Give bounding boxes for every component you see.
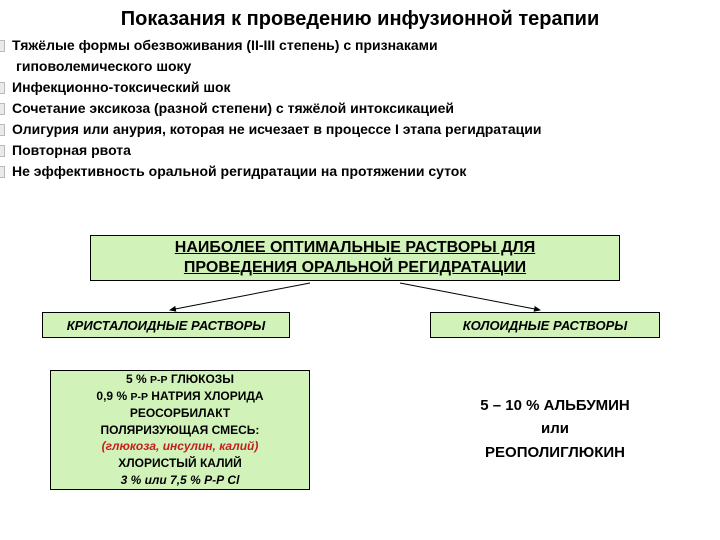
- main-box-line2: ПРОВЕДЕНИЯ ОРАЛЬНОЙ РЕГИДРАТАЦИИ: [184, 258, 526, 278]
- ld-l1: 5 % Р-Р ГЛЮКОЗЫ: [126, 371, 234, 388]
- ld-l3: РЕОСОРБИЛАКТ: [130, 405, 230, 422]
- ld-l7: 3 % или 7,5 % Р-Р Cl: [121, 472, 240, 489]
- ld-l6: ХЛОРИСТЫЙ КАЛИЙ: [118, 455, 242, 472]
- main-box-line1: НАИБОЛЕЕ ОПТИМАЛЬНЫЕ РАСТВОРЫ ДЛЯ: [175, 238, 535, 258]
- indication-item: Тяжёлые формы обезвоживания (II-III степ…: [0, 35, 720, 56]
- slide-title: Показания к проведению инфузионной терап…: [0, 0, 720, 31]
- colloid-category: КОЛОИДНЫЕ РАСТВОРЫ: [430, 312, 660, 338]
- crystalloid-category: КРИСТАЛОИДНЫЕ РАСТВОРЫ: [42, 312, 290, 338]
- crystalloid-detail: 5 % Р-Р ГЛЮКОЗЫ 0,9 % Р-Р НАТРИЯ ХЛОРИДА…: [50, 370, 310, 490]
- indication-item: гиповолемического шоку: [0, 56, 720, 77]
- colloid-detail: 5 – 10 % АЛЬБУМИН или РЕОПОЛИГЛЮКИН: [435, 390, 675, 468]
- rd-l3: РЕОПОЛИГЛЮКИН: [485, 441, 625, 464]
- indication-item: Повторная рвота: [0, 140, 720, 161]
- indication-item: Олигурия или анурия, которая не исчезает…: [0, 119, 720, 140]
- rd-l1: 5 – 10 % АЛЬБУМИН: [480, 394, 630, 417]
- ld-l4: ПОЛЯРИЗУЮЩАЯ СМЕСЬ:: [101, 422, 260, 439]
- indication-item: Сочетание эксикоза (разной степени) с тя…: [0, 98, 720, 119]
- rd-l2: или: [541, 417, 569, 440]
- ld-l5: (глюкоза, инсулин, калий): [102, 438, 259, 455]
- indication-item: Инфекционно-токсический шок: [0, 77, 720, 98]
- ld-l2: 0,9 % Р-Р НАТРИЯ ХЛОРИДА: [96, 388, 263, 405]
- indication-item: Не эффективность оральной регидратации н…: [0, 161, 720, 182]
- indications-list: Тяжёлые формы обезвоживания (II-III степ…: [0, 31, 720, 182]
- main-solutions-box: НАИБОЛЕЕ ОПТИМАЛЬНЫЕ РАСТВОРЫ ДЛЯ ПРОВЕД…: [90, 235, 620, 281]
